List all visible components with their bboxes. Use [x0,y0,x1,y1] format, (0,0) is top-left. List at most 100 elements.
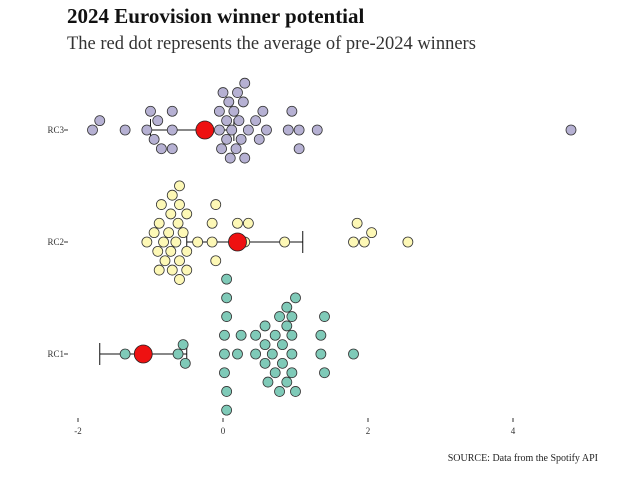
data-point-rc3-4 [145,105,156,117]
data-point-rc1-2 [177,339,189,351]
data-point-rc3-34 [286,105,298,117]
x-tick-label-1: 0 [221,426,226,436]
data-point-rc2-8 [163,227,175,239]
data-point-rc1-0 [119,348,131,360]
y-axis: RC1 RC2 RC3 [47,125,68,359]
data-point-rc1-24 [274,386,285,397]
chart-title: 2024 Eurovision winner potential [67,4,365,28]
chart-marks [87,77,577,416]
data-point-rc3-14 [217,87,229,98]
y-tick-label-rc1: RC1 [47,349,64,359]
data-point-rc2-2 [152,245,164,257]
data-point-rc2-12 [166,189,178,201]
data-point-rc3-0 [87,124,98,136]
data-point-rc1-21 [269,329,281,341]
data-point-rc1-7 [221,311,233,322]
data-point-rc1-19 [262,376,274,388]
data-point-rc1-20 [266,348,278,360]
data-point-rc1-16 [259,339,271,351]
data-point-rc2-33 [348,236,359,248]
data-point-rc1-14 [250,348,262,360]
data-point-rc2-6 [158,236,169,248]
data-point-rc2-32 [279,236,291,248]
data-point-rc3-18 [224,152,236,164]
data-point-rc1-28 [281,376,293,388]
data-point-rc3-24 [235,133,247,145]
data-point-rc3-3 [141,124,153,136]
data-point-rc1-9 [221,292,233,304]
data-point-rc1-4 [219,348,230,360]
data-point-rc1-23 [274,311,285,322]
data-point-rc1-31 [286,329,298,341]
x-tick-label-2: 2 [366,426,371,436]
data-point-rc3-12 [213,105,225,117]
data-point-rc1-35 [290,292,301,304]
data-point-rc1-13 [235,329,247,341]
data-point-rc3-26 [239,152,251,164]
data-point-rc2-34 [351,217,363,229]
data-point-rc3-11 [213,124,225,136]
data-point-rc3-1 [94,115,106,127]
data-point-rc2-21 [181,208,193,220]
data-point-rc2-13 [170,236,182,248]
data-point-rc2-24 [206,236,218,248]
data-point-rc3-6 [152,115,164,127]
data-point-rc1-38 [319,367,330,379]
data-point-rc1-5 [219,329,230,341]
data-point-rc1-33 [286,311,298,322]
data-point-rc3-37 [311,124,323,136]
average-dot-rc2 [228,232,247,252]
data-point-rc2-22 [181,264,193,276]
data-point-rc2-5 [155,199,167,210]
data-point-rc3-20 [228,105,240,117]
data-point-rc1-32 [286,367,298,379]
data-point-rc1-22 [269,367,281,379]
data-point-rc3-5 [148,133,160,145]
data-point-rc2-20 [181,245,193,257]
data-point-rc3-28 [242,124,254,136]
data-point-rc3-35 [293,124,305,136]
x-axis: -2 0 2 4 [74,418,516,436]
data-point-rc2-15 [174,255,185,267]
data-point-rc1-6 [219,367,230,379]
data-point-rc3-7 [155,143,167,155]
data-point-rc2-0 [141,236,153,248]
data-point-rc3-15 [221,115,233,127]
data-point-rc3-25 [237,96,249,108]
data-point-rc3-23 [233,115,245,127]
data-point-rc1-40 [348,348,359,360]
data-point-rc3-10 [166,143,178,155]
data-point-rc3-19 [226,124,238,136]
data-point-rc2-36 [366,227,378,239]
data-point-rc2-23 [192,236,204,248]
source-caption: SOURCE: Data from the Spotify API [447,453,598,464]
data-point-rc1-18 [259,320,271,332]
data-point-rc2-10 [165,208,177,220]
data-point-rc1-34 [290,386,301,397]
data-point-rc2-35 [358,236,370,248]
data-point-rc2-3 [153,217,165,229]
data-point-rc2-31 [242,217,254,229]
data-point-rc2-19 [177,227,189,239]
data-point-rc3-17 [223,96,235,108]
data-point-rc2-14 [172,217,184,229]
data-point-rc3-27 [239,77,251,89]
data-point-rc3-31 [257,105,269,117]
data-point-rc2-26 [210,255,222,267]
data-point-rc1-29 [281,301,293,313]
data-point-rc1-27 [281,320,293,332]
data-point-rc1-30 [286,348,298,360]
data-point-rc2-37 [402,236,414,248]
data-point-rc2-18 [174,180,185,192]
data-point-rc2-25 [206,217,218,229]
data-point-rc1-26 [277,357,288,369]
data-point-rc3-8 [166,124,178,136]
x-tick-label-0: -2 [74,426,82,436]
data-point-rc1-1 [172,348,184,360]
data-point-rc2-7 [159,255,171,267]
data-point-rc3-16 [221,133,233,145]
data-point-rc3-9 [166,105,178,117]
data-point-rc1-17 [259,357,271,369]
data-point-rc2-9 [165,245,177,257]
